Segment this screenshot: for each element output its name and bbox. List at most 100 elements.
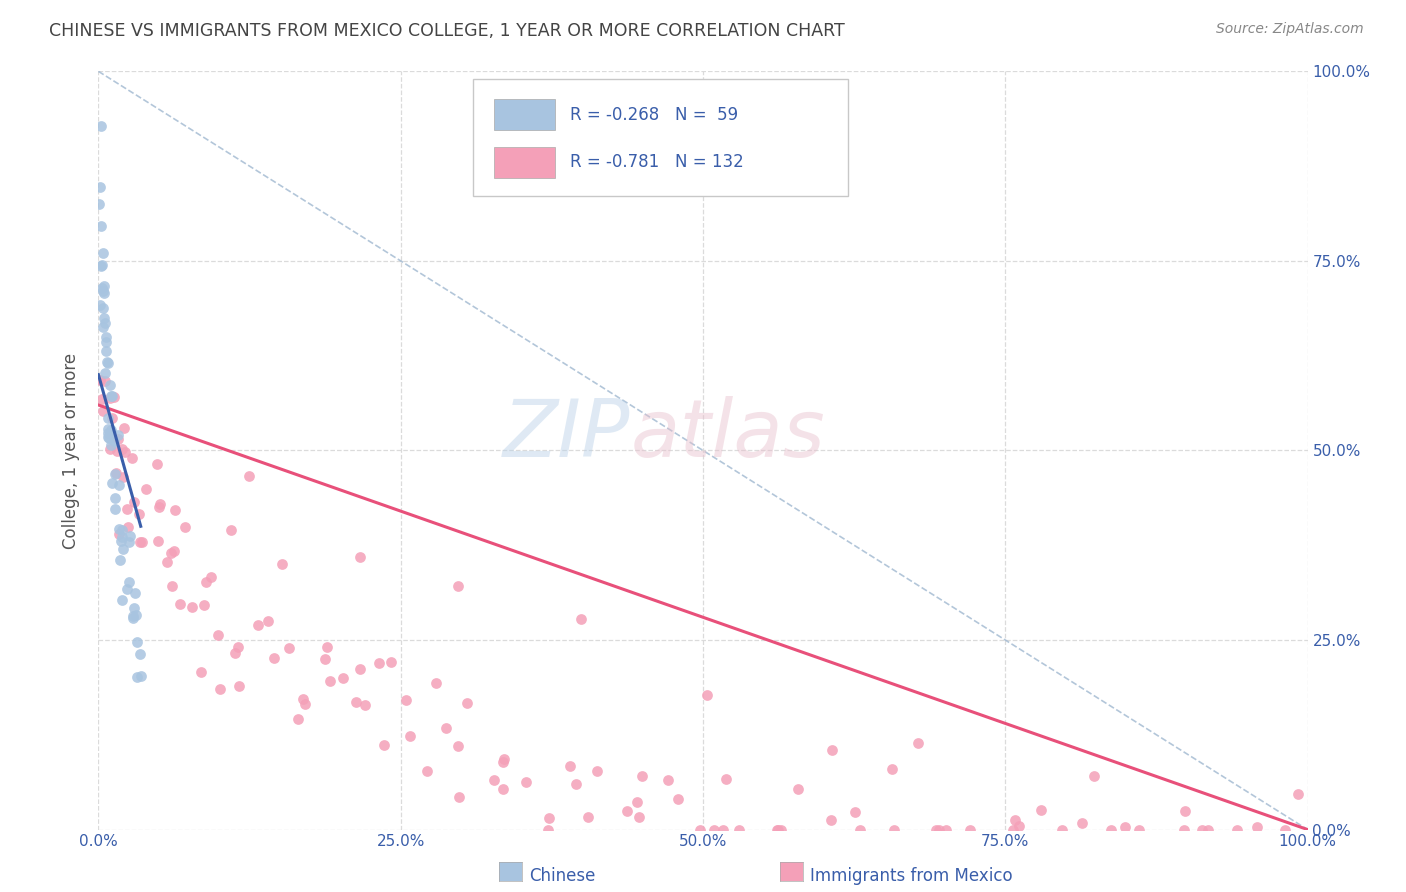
Point: [224, 646, 246, 660]
Point: [1128, 822, 1150, 837]
Point: [571, 613, 593, 627]
Point: [492, 756, 515, 770]
Point: [117, 520, 139, 534]
Point: [959, 822, 981, 837]
Point: [769, 822, 792, 837]
Point: [319, 673, 342, 688]
Point: [494, 752, 516, 766]
Point: [193, 598, 215, 612]
Point: [238, 468, 260, 483]
Point: [1008, 819, 1031, 833]
Point: [104, 501, 127, 516]
Text: atlas: atlas: [630, 396, 825, 475]
Point: [103, 390, 125, 404]
Point: [1173, 822, 1195, 837]
Point: [291, 692, 314, 706]
Point: [689, 822, 711, 837]
Point: [586, 764, 609, 778]
Text: R = -0.268   N =  59: R = -0.268 N = 59: [569, 105, 738, 124]
Point: [880, 763, 903, 777]
Point: [425, 676, 447, 690]
Point: [110, 533, 132, 548]
Point: [727, 822, 749, 837]
Point: [97, 356, 120, 370]
Point: [163, 544, 186, 558]
Point: [492, 781, 515, 796]
Point: [181, 600, 204, 615]
Point: [565, 777, 588, 791]
Point: [105, 444, 128, 458]
Point: [100, 389, 122, 403]
Point: [160, 546, 183, 560]
Point: [89, 197, 111, 211]
Point: [190, 665, 212, 679]
Point: [907, 736, 929, 750]
Point: [112, 421, 135, 435]
FancyBboxPatch shape: [494, 99, 555, 130]
Point: [200, 570, 222, 584]
Point: [98, 391, 121, 405]
Point: [1071, 815, 1094, 830]
Point: [349, 662, 371, 676]
Point: [766, 822, 789, 837]
Point: [91, 284, 114, 298]
Point: [124, 586, 146, 600]
Point: [118, 575, 141, 590]
Point: [714, 772, 737, 787]
Text: R = -0.781   N = 132: R = -0.781 N = 132: [569, 153, 744, 171]
Point: [257, 614, 280, 628]
Text: Source: ZipAtlas.com: Source: ZipAtlas.com: [1216, 22, 1364, 37]
Point: [100, 423, 122, 437]
Point: [97, 431, 120, 445]
Point: [247, 617, 270, 632]
Point: [1246, 820, 1268, 834]
Point: [538, 811, 561, 825]
Point: [1004, 814, 1026, 828]
Point: [91, 301, 114, 315]
Point: [1031, 803, 1053, 817]
Point: [160, 579, 183, 593]
Point: [148, 500, 170, 514]
Point: [97, 411, 120, 425]
Point: [96, 343, 118, 358]
Point: [883, 822, 905, 837]
Point: [122, 609, 145, 624]
Point: [1114, 821, 1136, 835]
Point: [576, 810, 599, 824]
Point: [94, 330, 117, 344]
Point: [108, 553, 131, 567]
Point: [117, 502, 139, 516]
Point: [89, 298, 111, 312]
Point: [96, 355, 118, 369]
Point: [107, 432, 129, 446]
Point: [156, 555, 179, 569]
Point: [1083, 769, 1105, 783]
Text: Chinese: Chinese: [529, 867, 595, 885]
Point: [449, 789, 471, 804]
Point: [928, 822, 950, 837]
FancyBboxPatch shape: [474, 79, 848, 196]
Point: [657, 772, 679, 787]
Point: [148, 534, 170, 549]
FancyBboxPatch shape: [494, 147, 555, 178]
Point: [93, 278, 115, 293]
Point: [93, 285, 115, 300]
Point: [118, 529, 141, 543]
Point: [90, 219, 112, 233]
Point: [165, 503, 187, 517]
Point: [149, 497, 172, 511]
Point: [169, 597, 191, 611]
Point: [90, 119, 112, 133]
Point: [787, 781, 810, 796]
Text: Immigrants from Mexico: Immigrants from Mexico: [810, 867, 1012, 885]
Point: [97, 421, 120, 435]
Point: [1286, 787, 1309, 801]
Point: [844, 805, 866, 819]
Point: [91, 258, 114, 272]
Point: [711, 822, 734, 837]
Point: [628, 809, 651, 823]
Point: [91, 320, 114, 334]
Point: [90, 392, 112, 407]
Point: [111, 442, 134, 456]
Point: [626, 795, 648, 809]
